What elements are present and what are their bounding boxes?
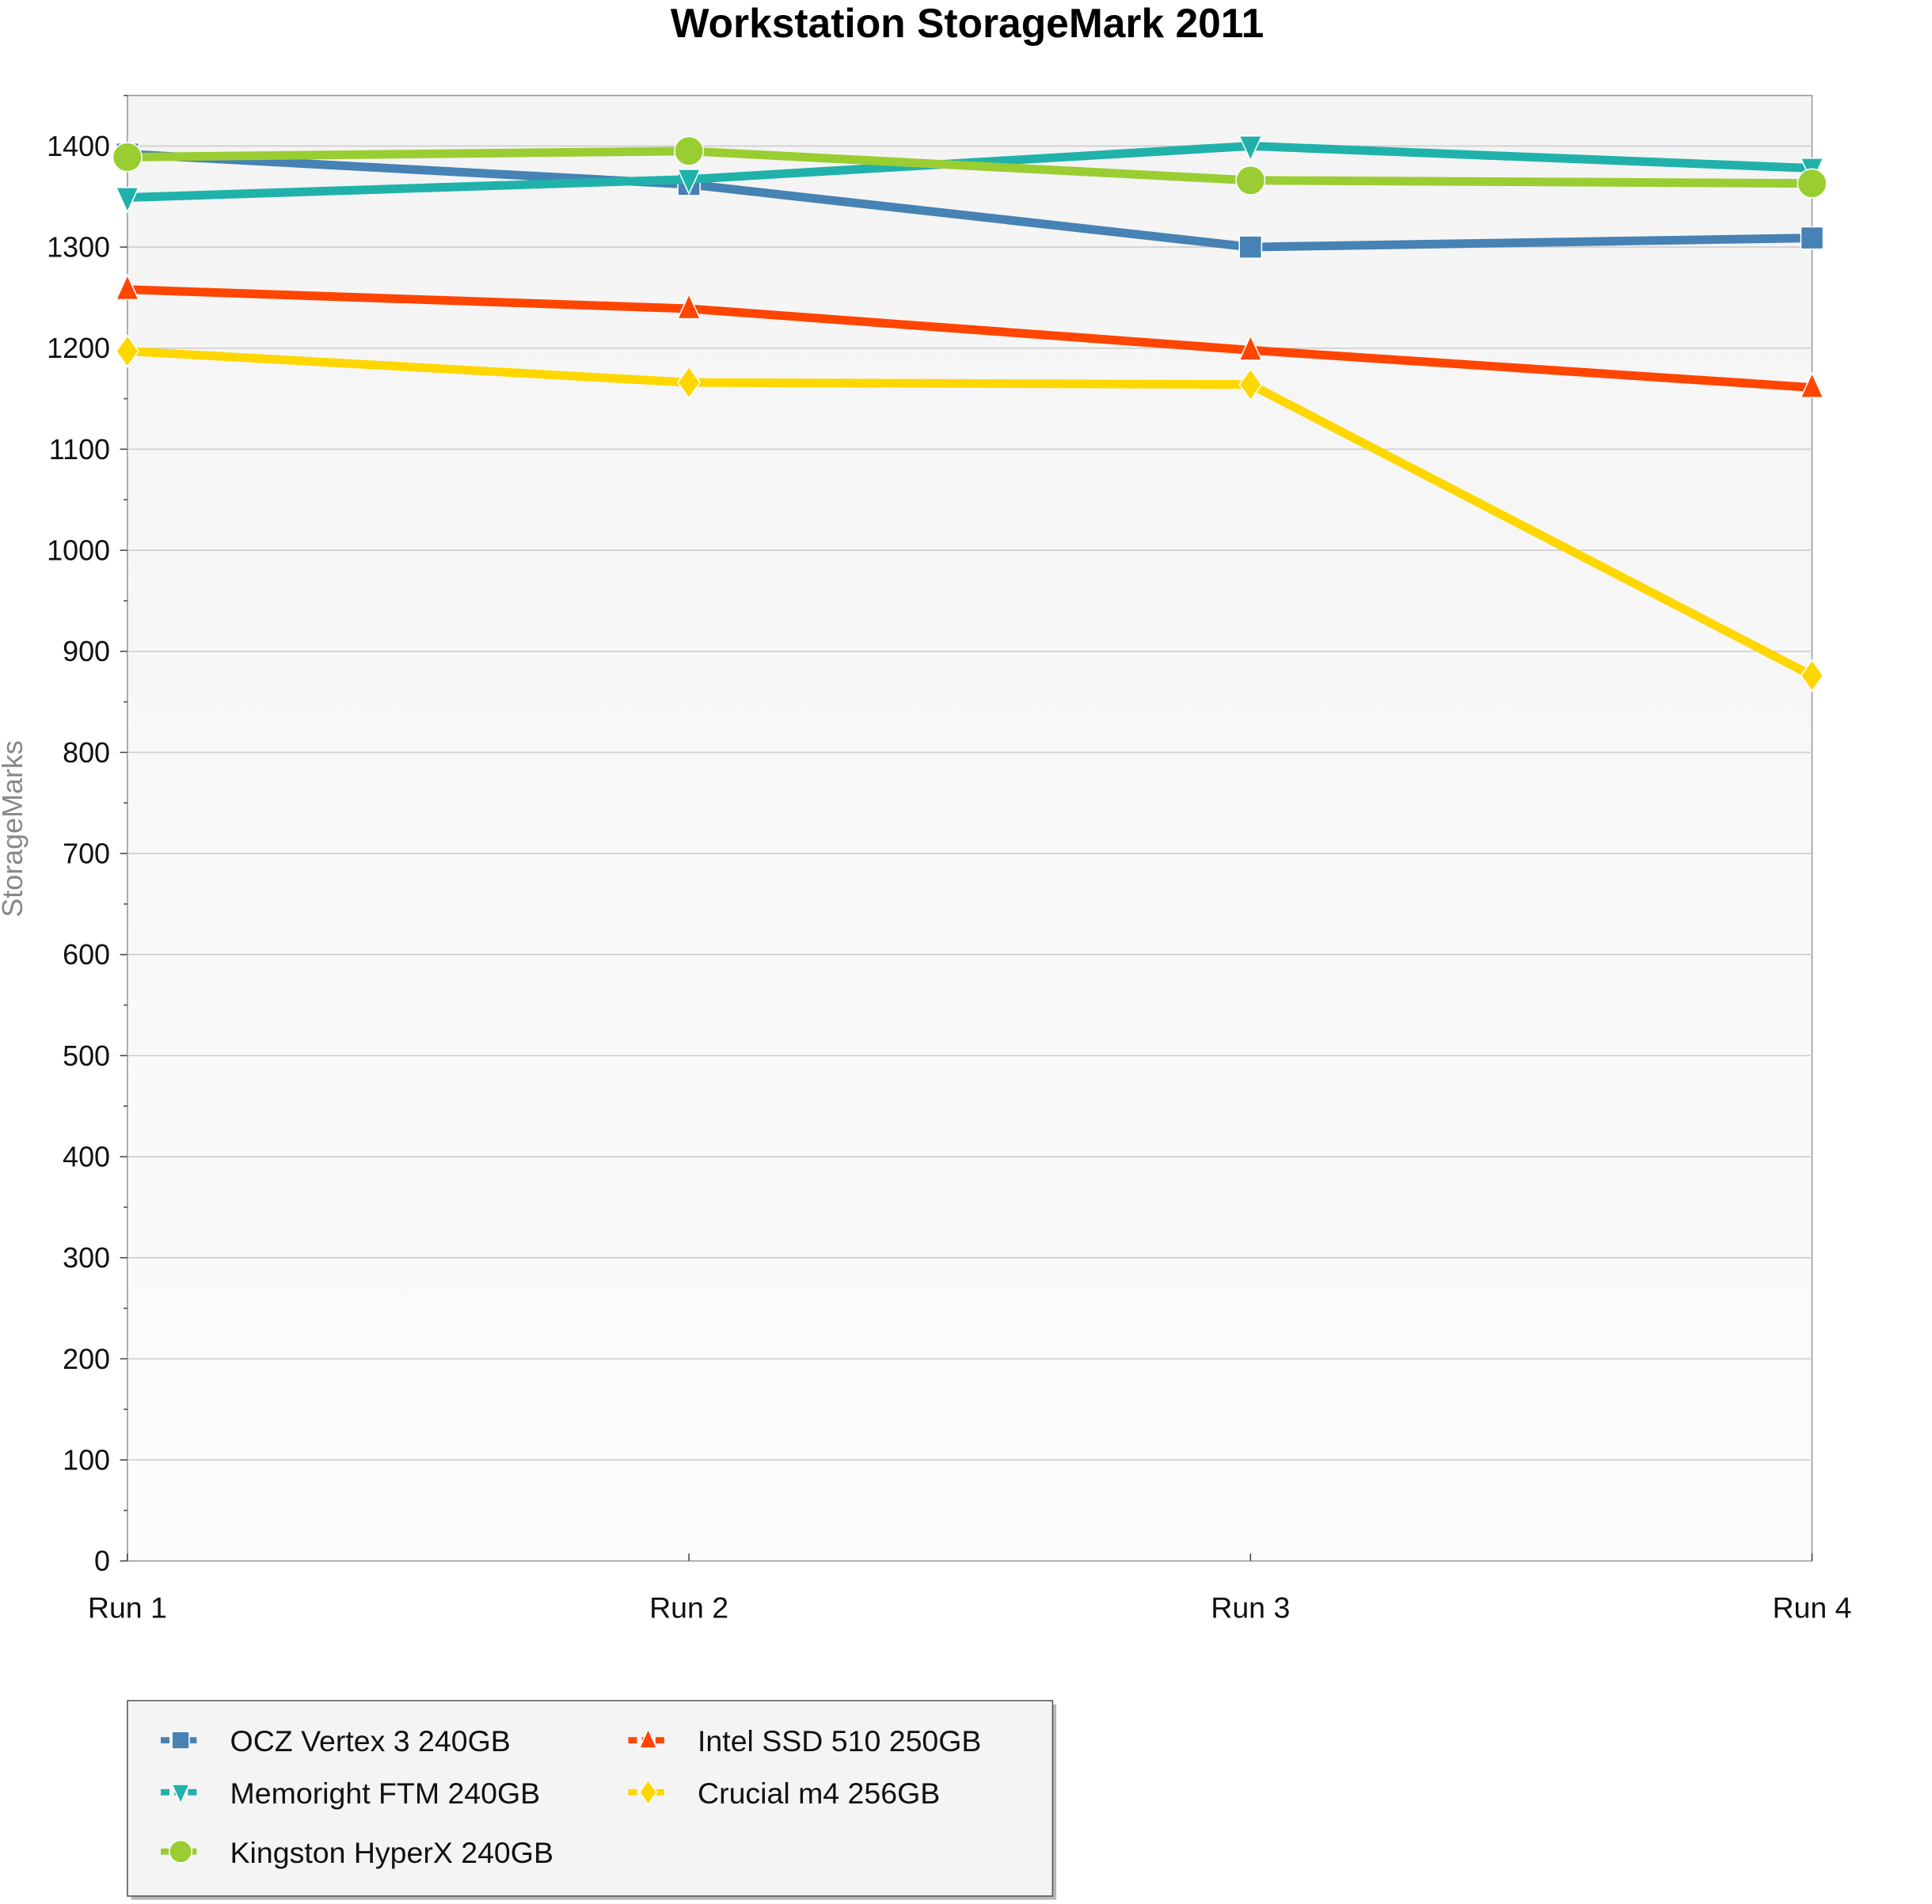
y-tick-label: 700 <box>63 838 110 870</box>
legend-item[interactable]: Memoright FTM 240GB <box>161 1777 540 1810</box>
legend: OCZ Vertex 3 240GB Memoright FTM 240GB Kin… <box>127 1700 1057 1900</box>
y-tick-label: 100 <box>63 1444 110 1476</box>
data-point-square <box>1800 226 1824 250</box>
data-point-triangle-up <box>115 273 140 301</box>
legend-label: Intel SSD 510 250GB <box>698 1724 981 1758</box>
data-point-triangle-up <box>1800 371 1824 398</box>
data-point-circle <box>1235 165 1266 196</box>
series-line <box>127 285 1812 392</box>
series-4 <box>115 334 1824 693</box>
data-point-triangle-up <box>1238 334 1263 361</box>
data-point-triangle-up <box>676 292 702 320</box>
legend-label: Kingston HyperX 240GB <box>230 1836 553 1869</box>
series-2 <box>112 135 1827 199</box>
series-3 <box>115 273 1824 398</box>
legend-label: OCZ Vertex 3 240GB <box>230 1724 511 1758</box>
y-tick-label: 1100 <box>49 433 110 466</box>
data-point-square <box>1238 235 1263 259</box>
series-line <box>127 347 1814 680</box>
y-tick-label: 900 <box>63 635 110 667</box>
data-point-diamond <box>115 334 139 368</box>
legend-item[interactable]: OCZ Vertex 3 240GB <box>161 1724 511 1758</box>
series-line <box>127 150 1812 252</box>
data-point-diamond <box>1800 659 1824 693</box>
legend-item[interactable]: Kingston HyperX 240GB <box>161 1836 553 1869</box>
data-point-square <box>171 1731 190 1750</box>
y-tick-label: 400 <box>63 1141 110 1173</box>
y-tick-label: 1200 <box>47 332 110 364</box>
data-point-triangle-down <box>115 187 140 214</box>
plot-area <box>127 94 1813 1562</box>
x-tick-label: Run 4 <box>1772 1591 1851 1625</box>
y-tick-label: 1300 <box>47 231 110 264</box>
data-point-triangle-up <box>638 1727 658 1749</box>
series-line <box>127 146 1812 188</box>
data-point-diamond <box>677 366 702 400</box>
x-tick-label: Run 1 <box>88 1591 167 1625</box>
y-tick-label: 300 <box>63 1241 110 1274</box>
data-point-triangle-down <box>170 1784 191 1805</box>
y-tick-label: 1000 <box>47 534 110 567</box>
data-point-triangle-down <box>1238 135 1263 162</box>
legend-label: Memoright FTM 240GB <box>230 1777 541 1810</box>
y-tick-label: 600 <box>63 938 110 971</box>
chart-title: Workstation StorageMark 2011 <box>671 0 1264 46</box>
data-point-diamond <box>638 1779 658 1806</box>
y-tick-label: 1400 <box>47 130 110 162</box>
y-tick-label: 800 <box>63 736 110 769</box>
data-point-diamond <box>1238 367 1263 401</box>
legend-item[interactable]: Crucial m4 256GB <box>628 1777 941 1810</box>
data-point-circle <box>169 1839 193 1864</box>
legend-label: Crucial m4 256GB <box>698 1777 940 1810</box>
data-point-triangle-down <box>676 169 702 196</box>
y-tick-label: 200 <box>63 1343 110 1375</box>
y-axis-label: StorageMarks <box>0 740 29 918</box>
data-point-circle <box>674 135 705 166</box>
x-tick-label: Run 2 <box>649 1591 728 1625</box>
data-point-circle <box>1797 168 1827 199</box>
y-tick-label: 0 <box>94 1545 110 1577</box>
data-point-circle <box>112 142 143 173</box>
legend-item[interactable]: Intel SSD 510 250GB <box>628 1724 982 1758</box>
y-tick-label: 500 <box>63 1039 110 1072</box>
x-tick-label: Run 3 <box>1211 1591 1290 1625</box>
